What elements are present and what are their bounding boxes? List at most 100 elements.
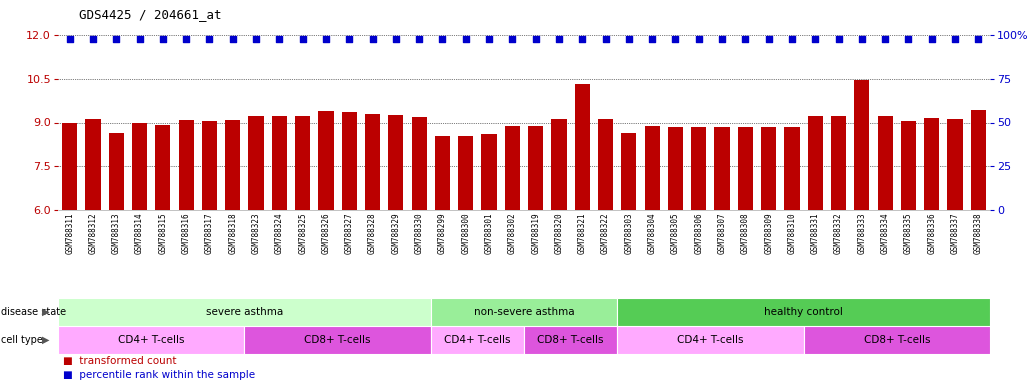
Text: GSM788316: GSM788316 — [181, 213, 191, 254]
Bar — [831, 116, 846, 210]
Text: GDS4425 / 204661_at: GDS4425 / 204661_at — [78, 8, 221, 21]
Point — [154, 35, 171, 41]
Bar — [528, 126, 543, 210]
Bar — [691, 127, 707, 210]
Text: GSM788337: GSM788337 — [951, 213, 960, 254]
Text: GSM788325: GSM788325 — [298, 213, 307, 254]
Text: GSM788303: GSM788303 — [624, 213, 633, 254]
Point — [854, 35, 870, 41]
Text: ▶: ▶ — [42, 307, 49, 317]
Bar — [971, 110, 986, 210]
Point — [877, 35, 893, 41]
Point — [667, 35, 684, 41]
Point — [387, 35, 404, 41]
Point — [970, 35, 987, 41]
Bar — [575, 84, 590, 210]
Point — [947, 35, 963, 41]
Text: CD4+ T-cells: CD4+ T-cells — [677, 335, 744, 345]
Bar — [85, 119, 101, 210]
Text: GSM788335: GSM788335 — [904, 213, 913, 254]
Text: GSM788318: GSM788318 — [229, 213, 237, 254]
Text: GSM788328: GSM788328 — [368, 213, 377, 254]
Bar — [667, 127, 683, 210]
Bar — [645, 126, 660, 210]
Bar — [948, 119, 963, 210]
Point — [341, 35, 357, 41]
Point — [271, 35, 287, 41]
Bar — [505, 126, 520, 210]
Bar — [617, 298, 990, 326]
Bar — [761, 127, 777, 210]
Text: GSM788323: GSM788323 — [251, 213, 261, 254]
Bar — [58, 298, 431, 326]
Text: CD4+ T-cells: CD4+ T-cells — [444, 335, 511, 345]
Bar — [431, 298, 617, 326]
Bar — [226, 121, 240, 210]
Bar — [318, 111, 334, 210]
Bar — [435, 136, 450, 210]
Bar — [901, 121, 916, 210]
Point — [924, 35, 940, 41]
Text: GSM788308: GSM788308 — [741, 213, 750, 254]
Point — [248, 35, 265, 41]
Text: ■  transformed count: ■ transformed count — [63, 356, 177, 366]
Bar — [156, 124, 170, 210]
Bar — [598, 119, 613, 210]
Text: CD4+ T-cells: CD4+ T-cells — [118, 335, 184, 345]
Bar — [132, 123, 147, 210]
Bar — [431, 326, 524, 354]
Bar — [551, 119, 567, 210]
Text: GSM788330: GSM788330 — [415, 213, 423, 254]
Point — [690, 35, 707, 41]
Point — [900, 35, 917, 41]
Bar — [617, 326, 803, 354]
Text: GSM788305: GSM788305 — [671, 213, 680, 254]
Bar — [524, 326, 617, 354]
Text: ■  percentile rank within the sample: ■ percentile rank within the sample — [63, 370, 255, 380]
Bar — [365, 114, 380, 210]
Text: GSM788309: GSM788309 — [764, 213, 774, 254]
Bar — [808, 116, 823, 210]
Bar — [854, 79, 869, 210]
Text: CD8+ T-cells: CD8+ T-cells — [863, 335, 930, 345]
Text: GSM788332: GSM788332 — [834, 213, 843, 254]
Point — [504, 35, 520, 41]
Text: cell type: cell type — [1, 335, 43, 345]
Text: GSM788311: GSM788311 — [65, 213, 74, 254]
Text: GSM788338: GSM788338 — [973, 213, 983, 254]
Point — [317, 35, 334, 41]
Text: GSM788306: GSM788306 — [694, 213, 703, 254]
Text: GSM788299: GSM788299 — [438, 213, 447, 254]
Text: non-severe asthma: non-severe asthma — [474, 307, 575, 317]
Text: GSM788310: GSM788310 — [788, 213, 796, 254]
Point — [457, 35, 474, 41]
Bar — [737, 127, 753, 210]
Text: GSM788313: GSM788313 — [111, 213, 121, 254]
Bar — [342, 112, 356, 210]
Text: ▶: ▶ — [42, 335, 49, 345]
Text: GSM788327: GSM788327 — [345, 213, 353, 254]
Point — [178, 35, 195, 41]
Point — [830, 35, 847, 41]
Text: GSM788326: GSM788326 — [321, 213, 331, 254]
Point — [84, 35, 101, 41]
Text: GSM788324: GSM788324 — [275, 213, 284, 254]
Point — [574, 35, 590, 41]
Point — [62, 35, 78, 41]
Text: GSM788300: GSM788300 — [461, 213, 471, 254]
Bar — [785, 127, 799, 210]
Point — [527, 35, 544, 41]
Bar — [244, 326, 431, 354]
Point — [737, 35, 754, 41]
Point — [481, 35, 497, 41]
Point — [435, 35, 451, 41]
Point — [760, 35, 777, 41]
Text: GSM788317: GSM788317 — [205, 213, 214, 254]
Bar — [202, 121, 217, 210]
Bar — [412, 117, 426, 210]
Bar — [458, 136, 474, 210]
Bar — [62, 123, 77, 210]
Point — [201, 35, 217, 41]
Bar — [388, 115, 404, 210]
Point — [108, 35, 125, 41]
